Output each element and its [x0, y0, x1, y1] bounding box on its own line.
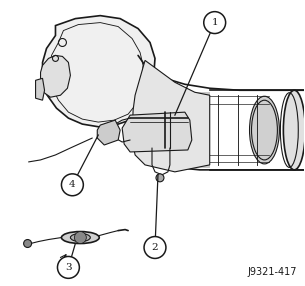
Ellipse shape [61, 232, 99, 243]
Circle shape [23, 240, 32, 247]
Text: 3: 3 [65, 263, 72, 272]
Ellipse shape [249, 96, 279, 164]
Text: 4: 4 [69, 180, 76, 189]
Circle shape [61, 174, 83, 196]
Polygon shape [122, 112, 192, 152]
Polygon shape [36, 78, 45, 100]
Text: J9321-417: J9321-417 [248, 267, 297, 277]
Circle shape [74, 232, 86, 243]
Circle shape [156, 174, 164, 182]
Polygon shape [97, 120, 120, 145]
Ellipse shape [283, 90, 305, 170]
Circle shape [57, 257, 79, 278]
Polygon shape [42, 16, 155, 127]
Circle shape [204, 12, 226, 33]
Text: 1: 1 [211, 18, 218, 27]
Polygon shape [41, 55, 70, 97]
Polygon shape [132, 60, 210, 172]
Circle shape [144, 237, 166, 259]
Ellipse shape [70, 234, 90, 241]
Polygon shape [168, 92, 210, 168]
Text: 2: 2 [152, 243, 158, 252]
